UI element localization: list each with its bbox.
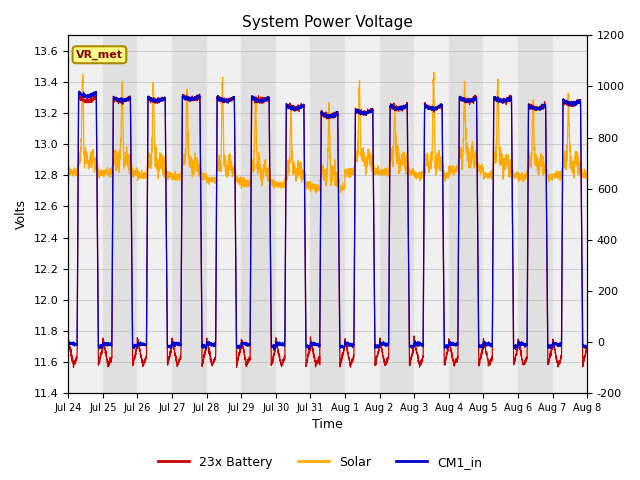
Bar [68, 36, 103, 393]
Legend: 23x Battery, Solar, CM1_in: 23x Battery, Solar, CM1_in [153, 451, 487, 474]
Bar [380, 36, 414, 393]
Bar [103, 36, 138, 393]
Bar [449, 36, 483, 393]
Bar [483, 36, 518, 393]
Bar [310, 36, 345, 393]
Bar [345, 36, 380, 393]
Bar [552, 36, 587, 393]
Bar [172, 36, 207, 393]
Bar [207, 36, 241, 393]
X-axis label: Time: Time [312, 419, 343, 432]
Bar [518, 36, 552, 393]
Bar [276, 36, 310, 393]
Bar [241, 36, 276, 393]
Bar [414, 36, 449, 393]
Text: VR_met: VR_met [76, 49, 123, 60]
Y-axis label: Volts: Volts [15, 199, 28, 229]
Bar [138, 36, 172, 393]
Title: System Power Voltage: System Power Voltage [242, 15, 413, 30]
